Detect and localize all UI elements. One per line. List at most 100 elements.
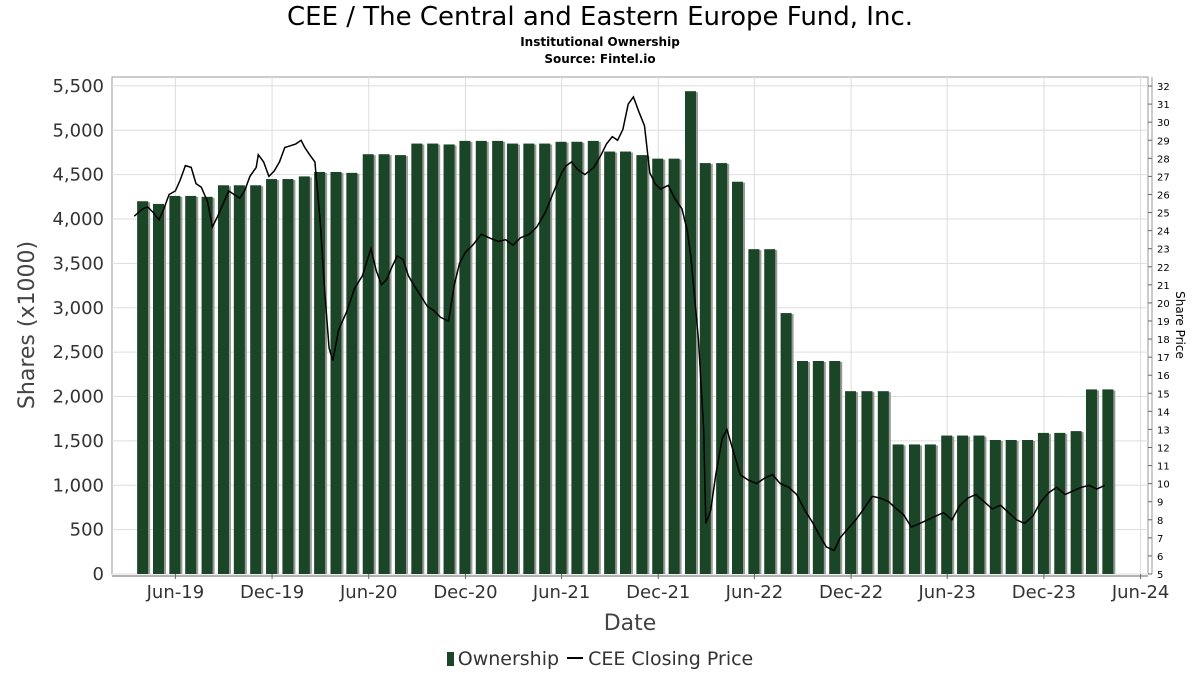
ownership-bar [699,163,711,574]
y-tick-label: 5,000 [52,120,104,141]
y2-tick-label: 21 [1157,281,1170,292]
ownership-bar [587,140,599,574]
x-tick-label: Dec-23 [1012,582,1076,603]
ownership-bar [636,155,648,574]
x-tick-label: Jun-20 [339,582,398,603]
price-line [133,95,1106,552]
y2-tick-label: 26 [1157,190,1170,201]
y2-tick-label: 7 [1157,534,1163,545]
ownership-bar [475,140,487,574]
y2-tick-label: 20 [1157,299,1170,310]
ownership-bar [459,140,471,574]
ownership-bar [394,155,406,574]
y-tick-label: 1,500 [52,431,104,452]
y2-tick-label: 31 [1157,100,1170,111]
y2-tick-label: 30 [1157,118,1170,129]
y2-tick-label: 22 [1157,263,1170,274]
y2-tick-label: 6 [1157,552,1163,563]
ownership-bar [330,171,342,574]
ownership-bar [443,144,455,574]
ownership-bar [282,179,294,574]
ownership-bar [411,143,423,574]
y-tick-label: 3,000 [52,298,104,319]
ownership-bar [877,391,889,574]
ownership-bar [652,158,664,574]
ownership-bar [250,185,262,574]
ownership-bar [973,435,985,574]
chart-subtitle-source: Source: Fintel.io [544,52,656,66]
ownership-bar [523,143,535,574]
ownership-bar [845,391,857,574]
y2-tick-label: 16 [1157,371,1170,382]
chart-title: CEE / The Central and Eastern Europe Fun… [286,2,914,32]
y-tick-label: 4,000 [52,209,104,230]
ownership-bar [780,313,792,574]
ownership-bar [201,196,213,574]
y-tick-label: 1,000 [52,475,104,496]
ownership-bar [362,154,374,574]
y2-tick-label: 24 [1157,227,1170,238]
y-tick-label: 5,500 [52,76,104,97]
ownership-bar [1037,432,1049,574]
x-tick-label: Jun-23 [917,582,976,603]
ownership-bar [152,203,164,574]
y2-tick-label: 25 [1157,209,1170,220]
y2-tick-label: 15 [1157,389,1170,400]
y2-tick-label: 27 [1157,172,1170,183]
y2-tick-label: 13 [1157,425,1170,436]
y-tick-label: 2,000 [52,387,104,408]
x-tick-label: Dec-20 [433,582,497,603]
y2-tick-label: 23 [1157,245,1170,256]
ownership-bar [941,435,953,574]
ownership-bar [812,361,824,574]
ownership-bar [892,444,904,574]
ownership-bar [266,179,278,574]
y2-tick-label: 10 [1157,480,1170,491]
chart-subtitle-ownership: Institutional Ownership [520,35,680,49]
ownership-bar [539,143,551,574]
ownership-bar [716,163,728,574]
ownership-bar [169,195,181,575]
y-tick-label: 3,500 [52,253,104,274]
ownership-bar [908,444,920,574]
ownership-bar [1102,389,1114,574]
x-tick-label: Jun-19 [146,582,205,603]
y-tick-label: 500 [70,520,104,541]
x-tick-label: Jun-24 [1111,582,1170,603]
x-tick-label: Dec-22 [819,582,883,603]
legend-ownership-label: Ownership [457,648,560,670]
ownership-bar [668,158,680,574]
ownership-bar [748,249,760,575]
ownership-bar [233,185,245,574]
y2-tick-label: 28 [1157,154,1170,165]
ownership-bar [137,201,149,574]
x-tick-label: Jun-22 [725,582,784,603]
y2-tick-label: 14 [1157,407,1170,418]
y-tick-label: 4,500 [52,165,104,186]
ownership-bar [506,143,518,574]
ownership-bar [684,91,696,574]
ownership-bar [1070,431,1082,574]
ownership-bar [1085,389,1097,574]
ownership-bar [555,141,567,574]
y2-tick-label: 29 [1157,136,1170,147]
legend-price-label: CEE Closing Price [588,648,754,670]
chart-legend: Ownership CEE Closing Price [0,648,1200,670]
ownership-bar [829,361,841,574]
y2-tick-label: 17 [1157,353,1170,364]
ownership-bar [1054,432,1066,574]
ownership-bar [924,444,936,574]
y2-tick-label: 11 [1157,462,1170,473]
ownership-bar [427,143,439,574]
ownership-bar [796,361,808,574]
ownership-bar [492,140,504,574]
ownership-bar [861,391,873,574]
y2-tick-label: 9 [1157,498,1163,509]
ownership-bar [1005,439,1017,574]
ownership-bar [217,185,229,574]
ownership-bar [571,141,583,574]
y2-tick-label: 19 [1157,317,1170,328]
y2-axis-label: Share Price [1173,291,1187,359]
x-tick-label: Dec-19 [240,582,304,603]
